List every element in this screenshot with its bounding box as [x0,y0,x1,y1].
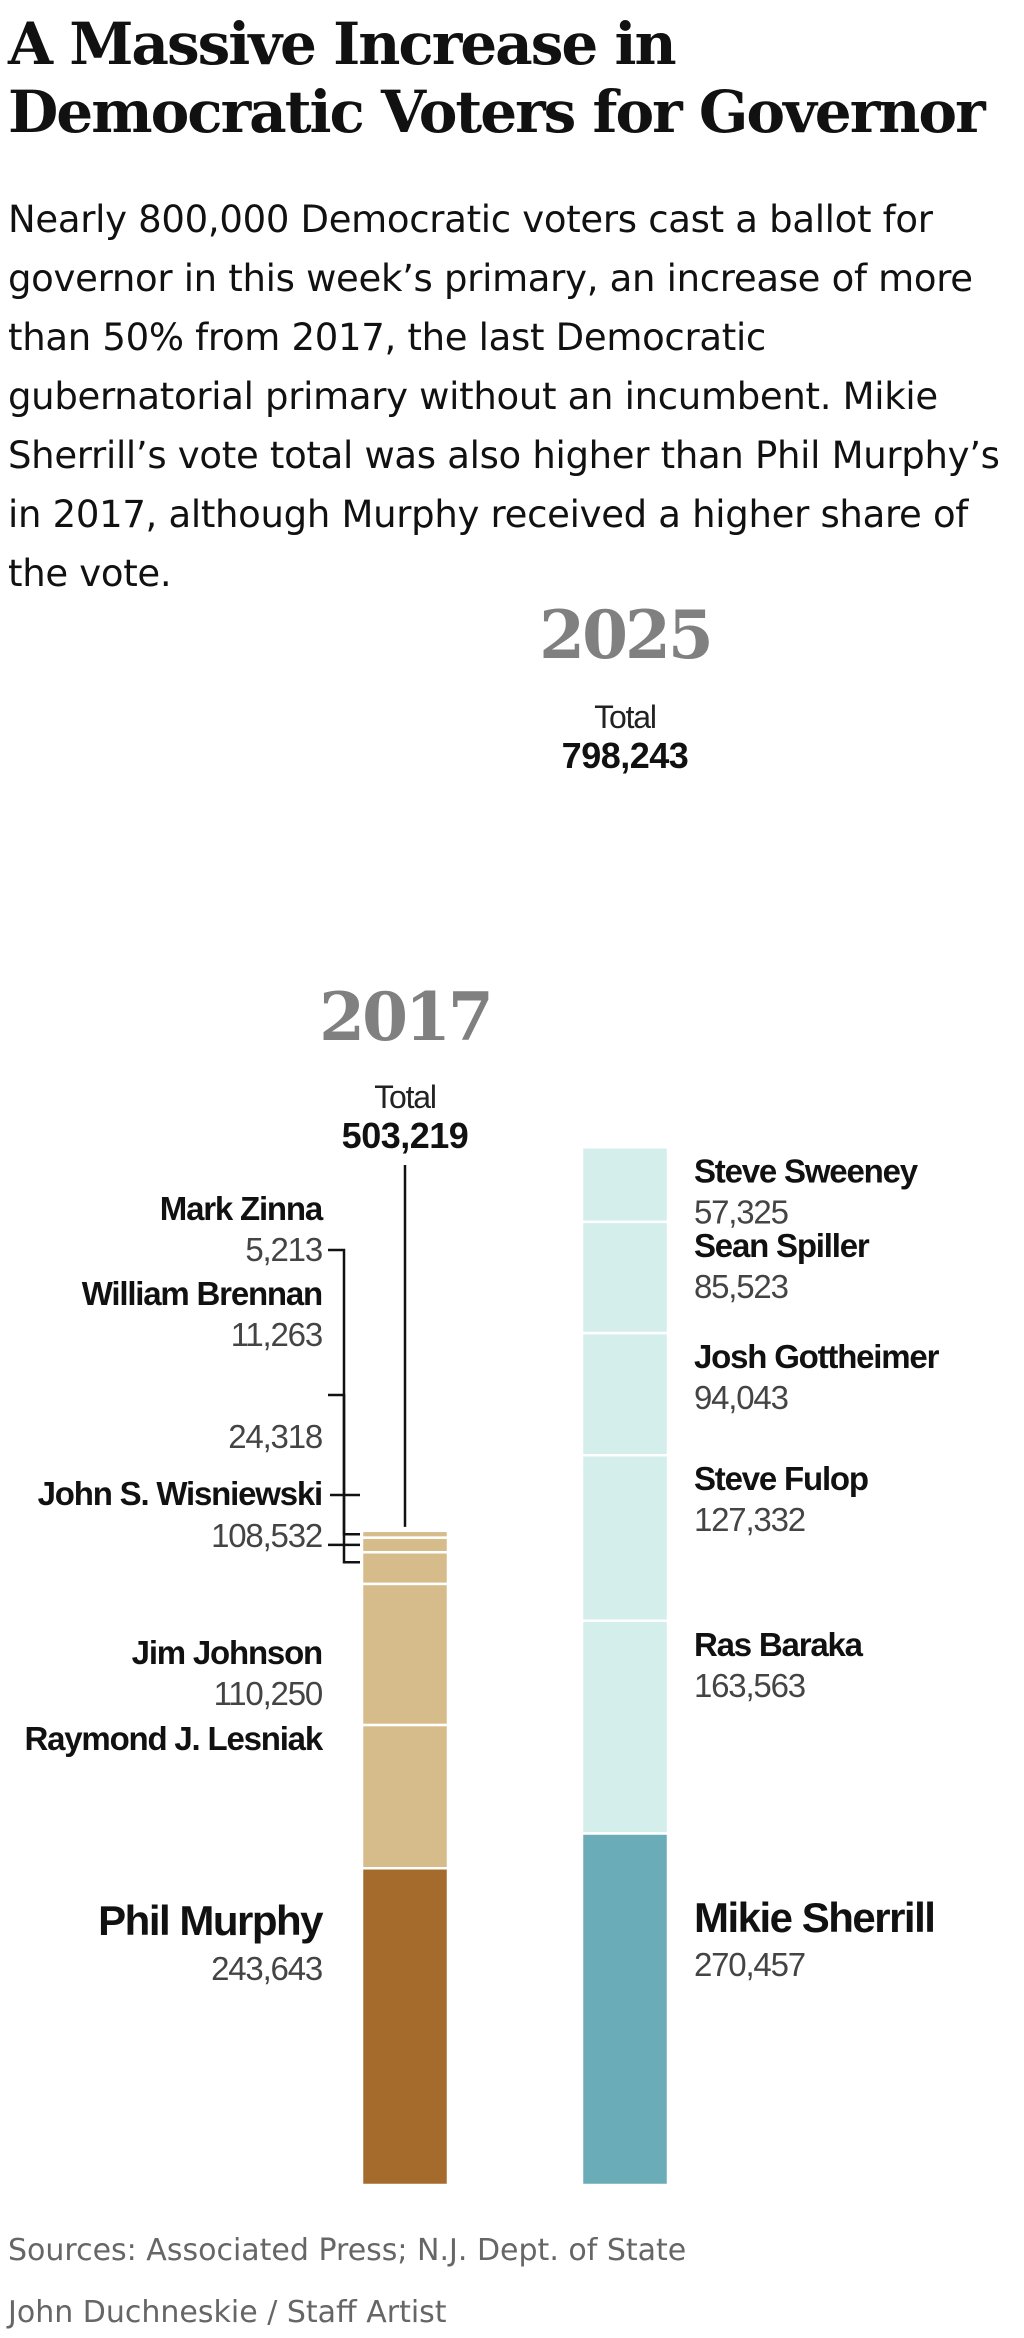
bar-segment-2017-phil-murphy [360,1867,450,2187]
value-2017-mark-zinna: 5,213 [245,1231,322,1268]
value-2017-phil-murphy: 243,643 [211,1950,322,1987]
label-2017-john-wisniewski: John S. Wisniewski [38,1475,322,1512]
label-2025-sean-spiller: Sean Spiller [694,1227,870,1264]
value-2017-jim-johnson: 110,250 [214,1675,323,1712]
label-2017-phil-murphy: Phil Murphy [98,1897,324,1944]
bar-segment-2025-steve-fulop [580,1453,670,1623]
leader-line-zinna [328,1248,360,1536]
value-2025-steve-sweeney: 57,325 [694,1193,788,1230]
chart-title: A Massive Increase in Democratic Voters … [8,10,986,146]
bar-segment-2017-mark-zinna [360,1529,450,1539]
label-2017-jim-johnson: Jim Johnson [132,1634,322,1671]
bar-segment-2017-jim-johnson [360,1582,450,1727]
value-2025-ras-baraka: 163,563 [694,1667,805,1704]
bar-segment-2025-sean-spiller [580,1220,670,1335]
label-2025-steve-fulop: Steve Fulop [694,1460,868,1497]
value-2025-mikie-sherrill: 270,457 [694,1946,805,1983]
year-label-2017: 2017 [319,978,491,1056]
bar-segment-2025-steve-sweeney [580,1146,670,1224]
bar-segment-2017-raymond-j-lesniak [360,1723,450,1870]
label-2025-ras-baraka: Ras Baraka [694,1626,864,1663]
source-note: Sources: Associated Press; N.J. Dept. of… [8,2233,687,2268]
label-2025-mikie-sherrill: Mikie Sherrill [694,1894,934,1941]
total-label-2017: Total [374,1079,436,1115]
chart-subtitle: Nearly 800,000 Democratic voters cast a … [8,198,1000,595]
label-2017-raymond-lesniak: Raymond J. Lesniak [24,1720,323,1757]
value-2017-extra: 24,318 [228,1418,322,1455]
bar-segment-2025-josh-gottheimer [580,1331,670,1457]
value-2025-josh-gottheimer: 94,043 [694,1379,788,1416]
value-2025-steve-fulop: 127,332 [694,1501,805,1538]
label-2017-mark-zinna: Mark Zinna [160,1190,324,1227]
label-2025-steve-sweeney: Steve Sweeney [694,1152,919,1189]
total-label-2025: Total [594,699,656,735]
year-label-2025: 2025 [539,596,711,674]
total-value-2025: 798,243 [562,735,689,776]
bar-segment-2017-john-s-wisniewski [360,1550,450,1586]
bar-segment-2017-william-brennan [360,1536,450,1554]
label-2017-william-brennan: William Brennan [82,1275,322,1312]
value-2017-john-wisniewski: 108,532 [211,1517,322,1554]
total-value-2017: 503,219 [342,1115,469,1156]
value-2025-sean-spiller: 85,523 [694,1268,788,1305]
leader-line-extra [328,1393,360,1564]
value-2017-william-brennan: 11,263 [231,1316,322,1353]
artist-credit: John Duchneskie / Staff Artist [8,2295,447,2330]
bar-segment-2025-mikie-sherrill [580,1832,670,2187]
label-2025-josh-gottheimer: Josh Gottheimer [694,1338,940,1375]
bar-segment-2025-ras-baraka [580,1619,670,1835]
